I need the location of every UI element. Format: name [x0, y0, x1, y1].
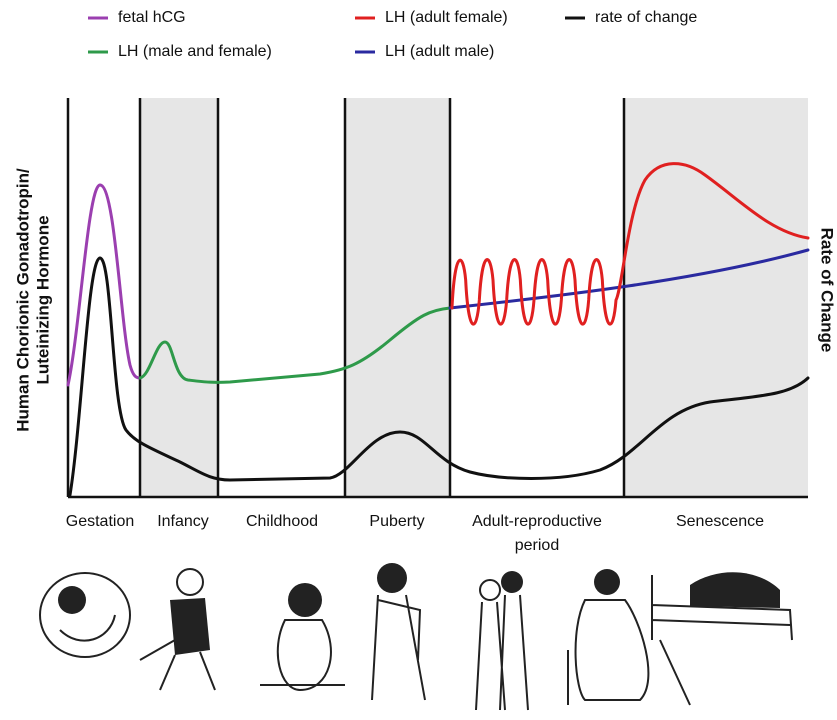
legend-label: LH (male and female) — [118, 43, 272, 60]
fetus-sketch — [40, 573, 130, 657]
legend-label: rate of change — [595, 9, 697, 26]
phase-label: Senescence — [676, 513, 764, 530]
illustrations — [40, 563, 792, 710]
phase-label: Puberty — [369, 513, 424, 530]
legend-label: LH (adult female) — [385, 9, 508, 26]
infant-sketch — [140, 569, 215, 690]
phase-label: Infancy — [157, 513, 209, 530]
figure: fetal hCG LH (adult female) rate of chan… — [0, 0, 837, 720]
phase-label: period — [515, 537, 559, 554]
phase-label: Adult-reproductive — [472, 513, 602, 530]
phase-shade — [140, 98, 218, 497]
bed-sketch — [652, 572, 792, 640]
legend-label: fetal hCG — [118, 9, 186, 26]
legend: fetal hCG LH (adult female) rate of chan… — [88, 9, 697, 60]
child-sketch — [260, 583, 345, 690]
phase-shade — [624, 98, 808, 497]
y-axis-label: Human Chorionic Gonadotropin/ — [13, 168, 32, 432]
phase-label: Childhood — [246, 513, 318, 530]
y2-axis-label: Rate of Change — [818, 228, 837, 353]
couple-sketch — [476, 571, 528, 710]
phase-label: Gestation — [66, 513, 134, 530]
legend-label: LH (adult male) — [385, 43, 494, 60]
hcg-curve — [68, 185, 140, 385]
phase-shade — [345, 98, 450, 497]
elder-sketch — [568, 569, 690, 705]
teen-sketch — [372, 563, 425, 700]
y-axis-label: Luteinizing Hormone — [33, 215, 52, 384]
